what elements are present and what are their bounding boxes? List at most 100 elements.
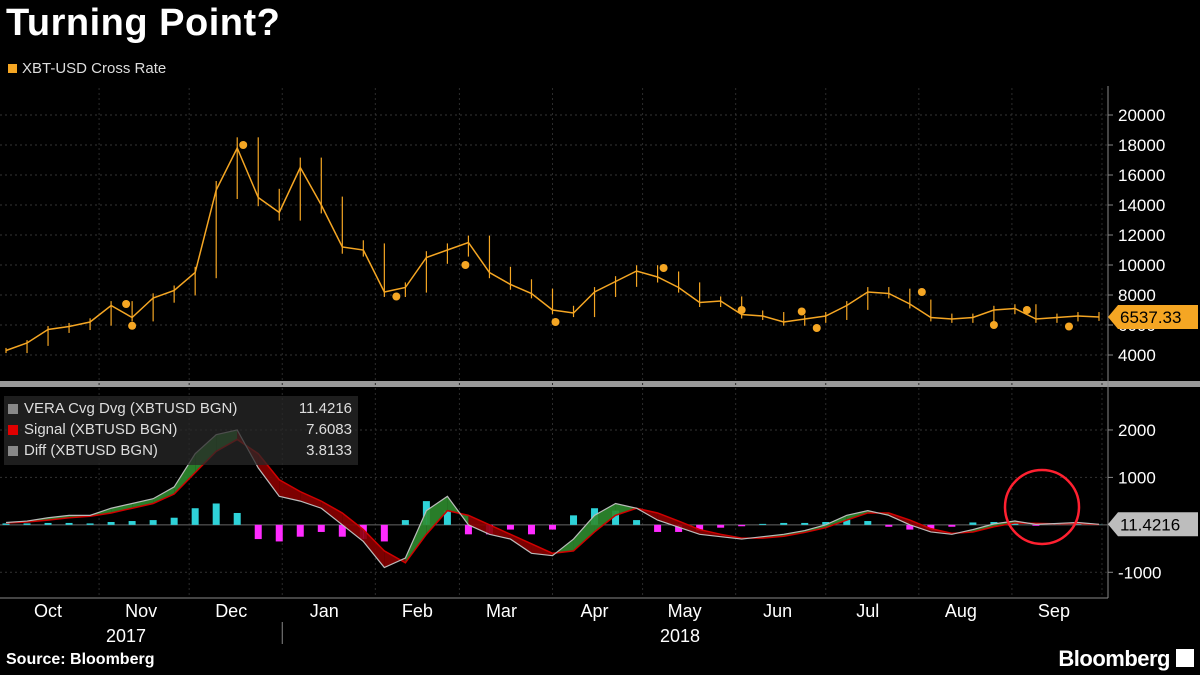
chart-title: Turning Point? — [6, 2, 281, 44]
price-tick-label-6: 16000 — [1118, 166, 1165, 185]
vera-signal-fill-22 — [468, 515, 490, 535]
price-marker-6 — [659, 264, 668, 272]
price-tick-label-5: 14000 — [1118, 196, 1165, 215]
diff-bar-3 — [65, 522, 73, 525]
year-label-2018: 2018 — [660, 626, 700, 646]
x-tick-label-5: Mar — [486, 601, 517, 621]
diff-bar-31 — [654, 524, 662, 532]
price-marker-11 — [989, 321, 998, 329]
last-price-label: 6537.33 — [1120, 308, 1181, 327]
signal-legend-label: Signal (XBTUSD BGN) — [24, 421, 178, 438]
vera-signal-fill-15 — [321, 501, 343, 525]
price-tick-label-0: 4000 — [1118, 346, 1156, 365]
last-price-label-bg — [1108, 304, 1198, 329]
diff-bar-9 — [191, 508, 199, 525]
diff-bar-40 — [843, 519, 851, 525]
vera-signal-fill-39 — [825, 515, 847, 528]
price-marker-12 — [1022, 306, 1031, 314]
vera-signal-fill-17 — [363, 529, 385, 568]
diff-legend-label: Diff (XBTUSD BGN) — [24, 442, 158, 459]
vera-signal-fill-6 — [132, 498, 154, 509]
last-ind-label: 11.4216 — [1120, 515, 1180, 534]
x-tick-label-3: Jan — [310, 601, 339, 621]
price-marker-1 — [128, 321, 137, 330]
price-tick-label-8: 20000 — [1118, 106, 1165, 125]
highlight-circle — [1003, 468, 1081, 546]
diff-bar-0 — [2, 523, 10, 525]
vera-signal-fill-14 — [300, 491, 322, 509]
price-tick-label-4: 12000 — [1118, 226, 1165, 245]
vera-signal-fill-27 — [573, 515, 595, 551]
diff-bar-46 — [969, 522, 977, 525]
price-marker-0 — [122, 300, 131, 308]
price-marker-5 — [551, 318, 560, 326]
price-marker-9 — [812, 324, 821, 332]
ind-tick-label-1: 1000 — [1118, 468, 1156, 487]
diff-bar-29 — [612, 510, 620, 525]
diff-bar-38 — [801, 522, 809, 525]
vera-signal-fill-5 — [111, 503, 133, 513]
vera-signal-fill-13 — [279, 479, 301, 502]
brand-logo: Bloomberg — [1058, 646, 1170, 671]
x-tick-label-6: Apr — [581, 601, 609, 621]
diff-legend-value: 3.8133 — [306, 442, 352, 459]
vera-signal-fill-16 — [342, 512, 364, 542]
vera-signal-fill-32 — [678, 521, 700, 535]
price-marker-3 — [392, 292, 401, 301]
vera-signal-fill-20 — [426, 496, 448, 535]
diff-bar-26 — [548, 524, 556, 530]
vera-signal-fill-24 — [510, 534, 532, 554]
price-line — [5, 146, 1100, 352]
vera-signal-fill-28 — [594, 503, 616, 532]
diff-bar-1 — [23, 523, 31, 525]
vera-legend-value: 11.4216 — [298, 400, 352, 417]
ind-tick-label-0: -1000 — [1118, 563, 1161, 582]
diff-bar-6 — [128, 521, 136, 525]
ind-tick-label-2: 2000 — [1118, 421, 1156, 440]
x-tick-label-7: May — [668, 601, 702, 621]
diff-bar-8 — [170, 517, 178, 525]
x-tick-label-8: Jun — [763, 601, 792, 621]
vera-legend-label: VERA Cvg Dvg (XBTUSD BGN) — [24, 400, 238, 417]
vera-signal-fill-43 — [909, 520, 931, 532]
diff-bar-32 — [675, 524, 683, 532]
x-tick-label-10: Aug — [945, 601, 977, 621]
x-tick-label-1: Nov — [125, 601, 157, 621]
diff-bar-49 — [1032, 524, 1040, 526]
price-marker-10 — [917, 288, 926, 296]
price-legend: XBT-USD Cross Rate — [8, 60, 166, 77]
panel-divider — [0, 381, 1200, 387]
diff-bar-35 — [738, 524, 746, 527]
year-label-2017: 2017 — [106, 626, 146, 646]
diff-bar-18 — [380, 524, 388, 542]
diff-bar-36 — [759, 523, 767, 525]
diff-bar-19 — [401, 520, 409, 525]
legend-row-signal: Signal (XBTUSD BGN) 7.6083 — [8, 419, 352, 440]
x-tick-label-2: Dec — [215, 601, 247, 621]
diff-bar-51 — [1074, 523, 1082, 525]
price-marker-8 — [797, 307, 806, 316]
diff-bar-14 — [296, 524, 304, 537]
diff-bar-12 — [254, 524, 262, 540]
diff-swatch — [8, 445, 18, 456]
diff-bar-44 — [927, 524, 935, 529]
signal-line — [5, 438, 1100, 564]
diff-bar-27 — [570, 515, 578, 525]
diff-bar-11 — [233, 512, 241, 525]
diff-bar-33 — [696, 524, 704, 531]
vera-signal-fill-7 — [153, 486, 175, 504]
price-marker-4 — [461, 261, 470, 269]
diff-bar-21 — [443, 510, 451, 525]
price-marker-2 — [239, 141, 248, 149]
diff-bar-39 — [822, 521, 830, 525]
diff-bar-41 — [864, 521, 872, 525]
diff-bar-45 — [948, 524, 956, 527]
price-tick-label-2: 8000 — [1118, 286, 1156, 305]
x-tick-label-9: Jul — [856, 601, 879, 621]
x-tick-label-11: Sep — [1038, 601, 1070, 621]
last-ind-label-bg — [1108, 512, 1198, 537]
price-tick-label-7: 18000 — [1118, 136, 1165, 155]
diff-bar-13 — [275, 524, 283, 542]
diff-bar-22 — [464, 524, 472, 535]
